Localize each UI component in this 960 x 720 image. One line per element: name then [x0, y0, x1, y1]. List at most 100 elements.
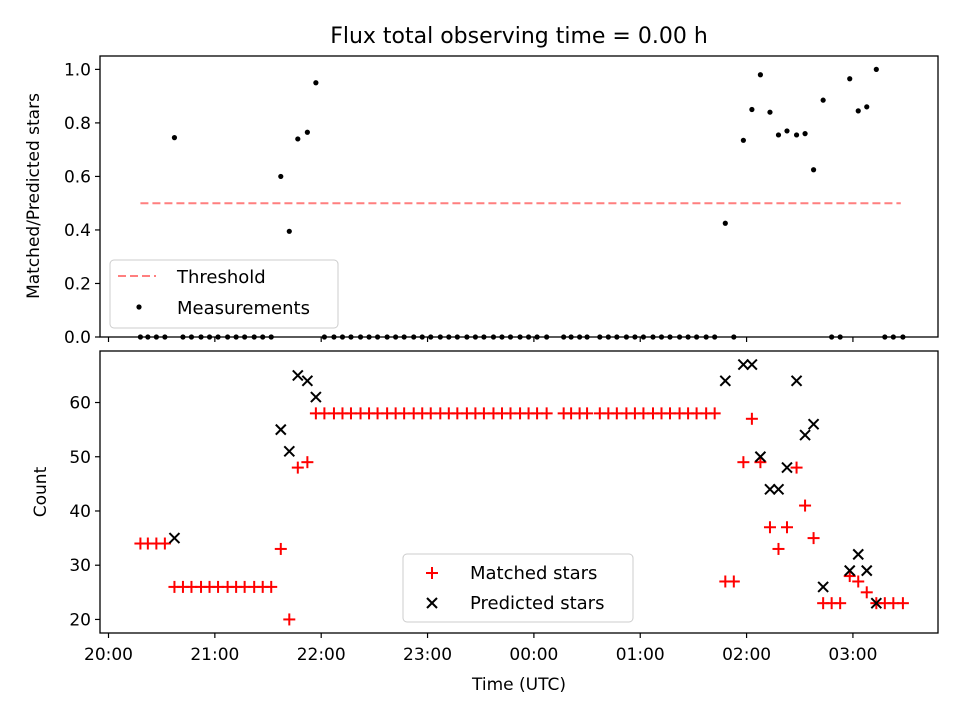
predicted-stars-point — [861, 564, 873, 577]
predicted-stars-point — [799, 429, 811, 441]
matched-stars-point — [843, 570, 856, 583]
predicted-stars-point-b — [852, 548, 864, 561]
predicted-stars-point-b — [807, 418, 820, 430]
predicted-stars-point-b — [301, 375, 314, 387]
measurement-point — [767, 109, 773, 115]
bottom-y-tick-label: 30 — [69, 556, 91, 576]
predicted-stars-point-b — [870, 597, 883, 609]
measurement-point — [802, 131, 808, 137]
matched-legend-label: Matched stars — [470, 563, 597, 584]
predicted-stars-point — [772, 483, 785, 495]
predicted-stars-point-b — [737, 358, 750, 371]
matched-stars-point — [780, 521, 793, 534]
predicted-stars-point — [292, 369, 304, 382]
top-y-tick-label: 0.4 — [64, 221, 91, 241]
matched-stars-point — [274, 542, 287, 555]
bottom-y-tick-label: 60 — [69, 394, 91, 414]
predicted-stars-point-b — [719, 375, 732, 387]
top-y-tick-label: 0.0 — [64, 328, 91, 348]
top-y-axis-label: Matched/Predicted stars — [24, 93, 44, 299]
top-y-tick-label: 0.2 — [64, 274, 91, 294]
predicted-stars-point-b — [799, 429, 811, 441]
bottom-panel: 20 30 40 50 60 20:00 21:00 22:00 23:00 00:00 01:00… — [31, 350, 939, 695]
x-tick-label: 01:00 — [616, 645, 665, 665]
predicted-legend-swatch — [426, 597, 438, 609]
measurement-point — [171, 135, 178, 141]
predicted-stars-point-b — [283, 445, 296, 458]
matched-stars-point — [283, 613, 296, 626]
top-panel: 0.0 0.2 0.4 0.6 0.8 1.0 Matched/Predicted sta… — [24, 55, 939, 348]
measurement-point — [278, 173, 284, 180]
x-tick-label: 23:00 — [403, 645, 452, 665]
predicted-stars-point-b — [772, 483, 785, 495]
matched-stars-point — [763, 521, 776, 534]
predicted-stars-point — [168, 532, 181, 544]
predicted-stars-point — [283, 445, 296, 458]
predicted-stars-point-b — [292, 369, 304, 382]
predicted-stars-point — [737, 358, 750, 371]
matched-stars-point — [790, 461, 803, 474]
predicted-stars-point — [807, 418, 820, 430]
predicted-stars-point-b — [310, 391, 322, 403]
threshold-legend-label: Threshold — [176, 267, 266, 288]
measurement-point — [295, 136, 301, 142]
measurement-point — [722, 220, 728, 226]
matched-stars-point — [737, 456, 750, 469]
predicted-stars-point — [844, 564, 856, 577]
measurements-legend-swatch — [136, 304, 142, 310]
matched-stars-point — [727, 575, 740, 588]
predicted-stars-point — [719, 375, 732, 387]
matched-stars-point — [265, 580, 278, 593]
measurement-point — [855, 108, 861, 114]
bottom-y-tick-label: 50 — [69, 448, 91, 468]
predicted-stars-point — [310, 391, 322, 403]
bottom-y-tick-label: 40 — [69, 502, 91, 522]
matched-stars-point — [799, 499, 812, 512]
predicted-stars-point — [275, 423, 287, 436]
measurement-point — [793, 132, 800, 138]
top-legend-box — [109, 259, 339, 329]
predicted-stars-point-b — [790, 375, 803, 387]
predicted-stars-point — [754, 451, 767, 463]
matched-stars-point — [291, 461, 304, 474]
top-panel-marks — [137, 66, 906, 340]
predicted-stars-point-b — [275, 423, 287, 436]
predicted-stars-point — [746, 358, 758, 371]
measurement-point — [784, 128, 790, 134]
bottom-y-tick-label: 20 — [69, 610, 91, 630]
top-y-tick-label: 0.8 — [64, 114, 91, 134]
measurement-point — [304, 129, 310, 135]
matched-stars-point — [852, 575, 865, 588]
bottom-legend-box — [402, 553, 634, 623]
measurement-point — [810, 167, 817, 173]
predicted-stars-point — [781, 461, 793, 474]
bottom-panel-axes: 20 30 40 50 60 20:00 21:00 22:00 23:00 00:00 01:00… — [69, 394, 877, 665]
measurement-point — [313, 80, 319, 86]
x-tick-label: 03:00 — [828, 645, 877, 665]
matched-stars-point — [158, 537, 171, 550]
bottom-panel-frame — [99, 350, 939, 634]
matched-stars-point — [807, 532, 820, 545]
predicted-stars-point-b — [754, 451, 767, 463]
measurements-legend-label: Measurements — [177, 298, 310, 319]
measurement-point — [757, 72, 764, 78]
predicted-stars-point — [301, 375, 314, 387]
matched-stars-point — [301, 456, 314, 469]
matched-stars-point — [540, 407, 553, 420]
matched-stars-point — [860, 586, 873, 599]
top-y-tick-label: 0.6 — [64, 167, 91, 187]
top-y-tick-label: 1.0 — [64, 60, 91, 80]
predicted-stars-point-b — [781, 461, 793, 474]
chart-title: Flux total observing time = 0.00 h — [330, 24, 708, 49]
matched-stars-point — [834, 597, 847, 610]
predicted-stars-point — [790, 375, 803, 387]
predicted-stars-point-b — [764, 483, 776, 495]
bottom-panel-marks — [134, 358, 909, 626]
predicted-stars-point — [852, 548, 864, 561]
top-legend: Threshold Measurements — [109, 259, 339, 329]
measurement-point — [775, 132, 782, 138]
matched-stars-point — [708, 407, 721, 420]
matched-stars-point — [745, 412, 758, 425]
predicted-stars-point-b — [746, 358, 758, 371]
x-tick-label: 02:00 — [722, 645, 771, 665]
